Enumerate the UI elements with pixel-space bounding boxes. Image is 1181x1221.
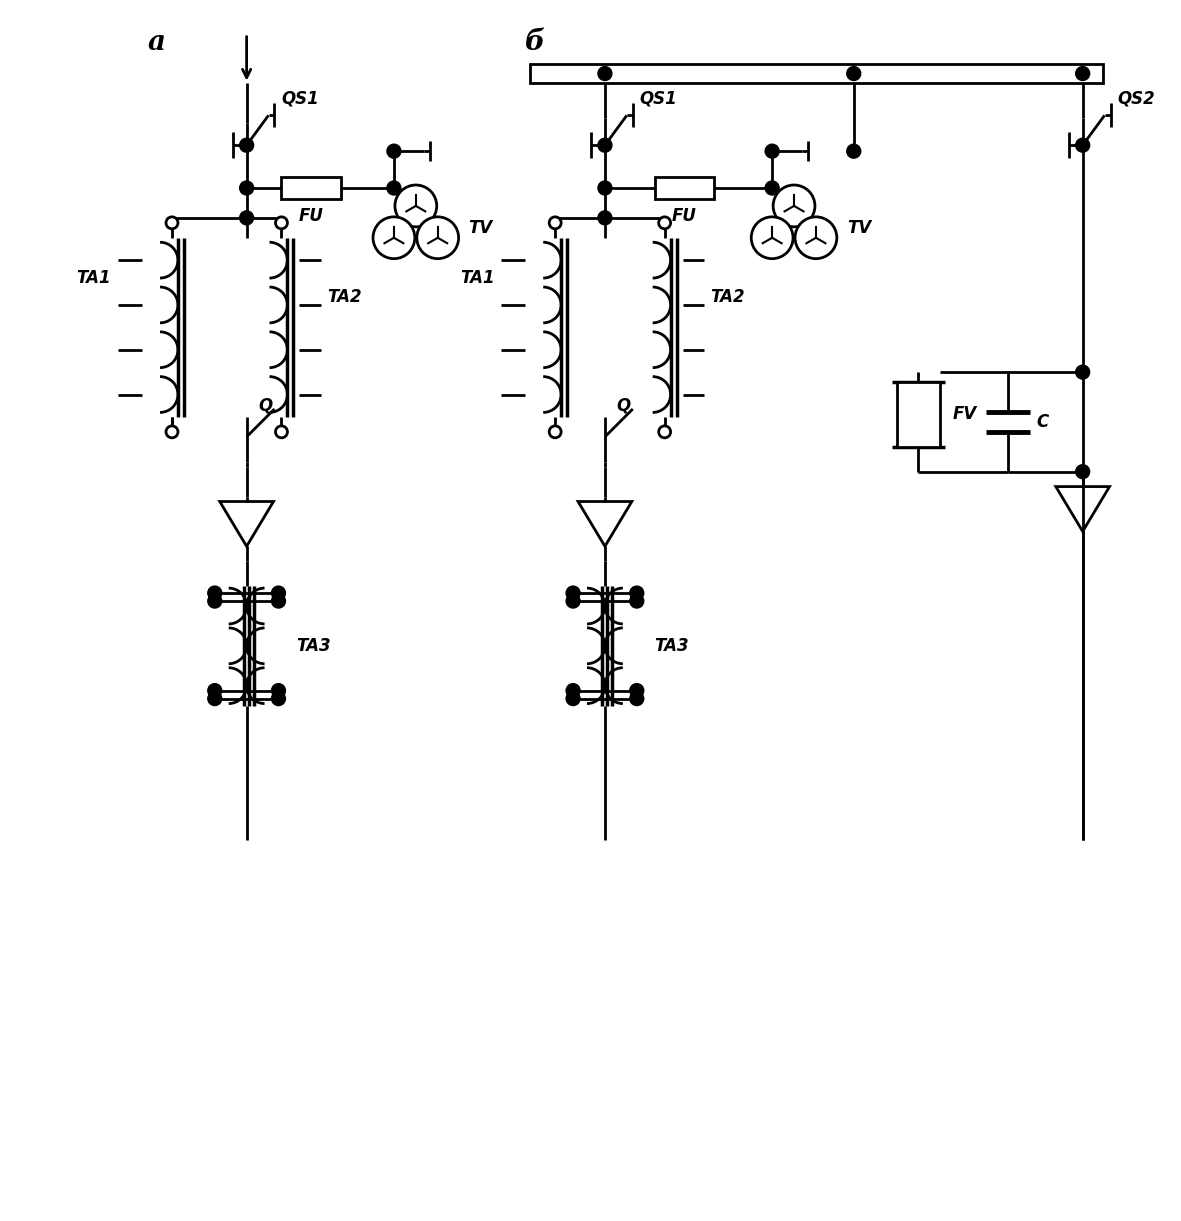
Circle shape xyxy=(795,217,837,259)
Circle shape xyxy=(387,181,400,195)
Circle shape xyxy=(1076,465,1090,479)
Text: a: a xyxy=(148,29,167,56)
Text: TA2: TA2 xyxy=(711,288,745,306)
Circle shape xyxy=(659,217,671,228)
Circle shape xyxy=(598,211,612,225)
Circle shape xyxy=(208,691,222,706)
Circle shape xyxy=(373,217,415,259)
Circle shape xyxy=(167,426,178,438)
Text: TA3: TA3 xyxy=(654,637,690,654)
Circle shape xyxy=(774,186,815,227)
Circle shape xyxy=(847,144,861,159)
Circle shape xyxy=(751,217,794,259)
Circle shape xyxy=(566,684,580,697)
Bar xyxy=(281,177,341,199)
Circle shape xyxy=(1076,67,1090,81)
Circle shape xyxy=(847,67,861,81)
Circle shape xyxy=(417,217,458,259)
Text: TA2: TA2 xyxy=(327,288,361,306)
Circle shape xyxy=(549,217,561,228)
Text: TA1: TA1 xyxy=(459,269,495,287)
Circle shape xyxy=(549,426,561,438)
Text: б: б xyxy=(526,29,546,56)
Circle shape xyxy=(272,691,286,706)
Bar xyxy=(896,382,940,447)
Circle shape xyxy=(765,144,779,159)
Text: QS1: QS1 xyxy=(640,89,678,107)
Text: C: C xyxy=(1036,413,1049,431)
Circle shape xyxy=(629,691,644,706)
Text: TA1: TA1 xyxy=(77,269,111,287)
Circle shape xyxy=(208,595,222,608)
Text: TA3: TA3 xyxy=(296,637,331,654)
Circle shape xyxy=(659,426,671,438)
Circle shape xyxy=(275,426,287,438)
Text: QS1: QS1 xyxy=(281,89,319,107)
Text: FV: FV xyxy=(952,405,977,424)
Circle shape xyxy=(240,181,254,195)
Bar xyxy=(530,63,1103,83)
Circle shape xyxy=(275,217,287,228)
Bar xyxy=(654,177,715,199)
Text: TV: TV xyxy=(469,219,492,237)
Text: Q: Q xyxy=(616,397,631,415)
Text: TV: TV xyxy=(847,219,872,237)
Circle shape xyxy=(208,684,222,697)
Circle shape xyxy=(566,586,580,600)
Circle shape xyxy=(240,138,254,153)
Circle shape xyxy=(272,586,286,600)
Text: FU: FU xyxy=(299,206,324,225)
Circle shape xyxy=(167,217,178,228)
Circle shape xyxy=(566,595,580,608)
Circle shape xyxy=(1076,365,1090,379)
Circle shape xyxy=(272,595,286,608)
Circle shape xyxy=(240,211,254,225)
Circle shape xyxy=(1076,138,1090,153)
Circle shape xyxy=(598,67,612,81)
Circle shape xyxy=(394,186,437,227)
Circle shape xyxy=(272,684,286,697)
Circle shape xyxy=(629,595,644,608)
Circle shape xyxy=(629,684,644,697)
Circle shape xyxy=(629,586,644,600)
Circle shape xyxy=(387,144,400,159)
Circle shape xyxy=(208,586,222,600)
Text: FU: FU xyxy=(672,206,697,225)
Circle shape xyxy=(765,181,779,195)
Circle shape xyxy=(598,181,612,195)
Text: QS2: QS2 xyxy=(1117,89,1155,107)
Circle shape xyxy=(598,138,612,153)
Text: Q: Q xyxy=(259,397,273,415)
Circle shape xyxy=(566,691,580,706)
